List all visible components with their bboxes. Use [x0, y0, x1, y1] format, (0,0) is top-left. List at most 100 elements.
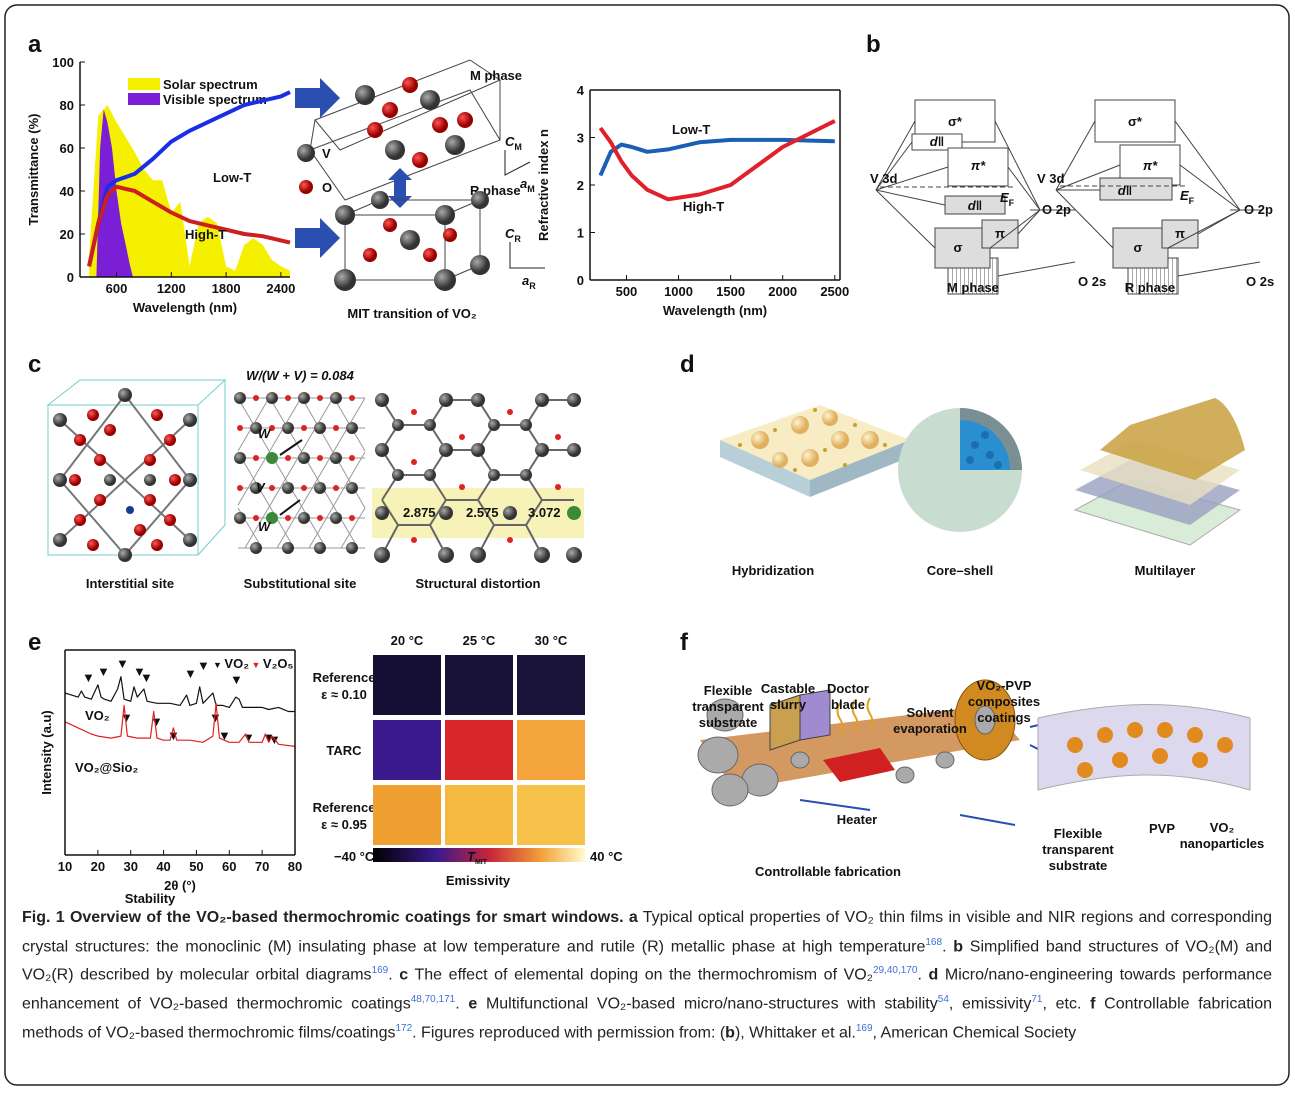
- atom-label: V: [256, 480, 266, 495]
- label: evaporation: [893, 721, 967, 736]
- x-tick-label: 2000: [768, 284, 797, 299]
- label: VO₂: [1210, 820, 1235, 835]
- reference[interactable]: 54: [938, 994, 949, 1005]
- y-tick-label: 20: [60, 227, 74, 242]
- y-tick-label: 40: [60, 184, 74, 199]
- orbital: dǁ: [1118, 183, 1132, 198]
- caption-text: ), Whittaker et al.: [735, 1024, 856, 1041]
- svg-text:▼: ▼: [230, 672, 243, 687]
- y-tick-label: 0: [67, 270, 74, 285]
- orbital: σ: [954, 240, 963, 255]
- reference[interactable]: 169: [372, 965, 389, 976]
- reference[interactable]: 169: [856, 1023, 873, 1034]
- sub-caption: Stability: [125, 891, 176, 906]
- label: Heater: [837, 812, 877, 827]
- subscript: F: [1189, 196, 1195, 206]
- row-label: Reference: [313, 670, 376, 685]
- line: [600, 121, 834, 199]
- panel-label: a: [28, 31, 42, 58]
- reference[interactable]: 168: [925, 937, 942, 948]
- orbital: O 2s: [1246, 274, 1274, 289]
- panel-label: c: [28, 351, 41, 378]
- colorbar-label: −40 °C: [334, 849, 375, 864]
- svg-text:▼: ▼: [116, 656, 129, 671]
- series-label: Low-T: [672, 122, 710, 137]
- y-tick-label: 80: [60, 98, 74, 113]
- bond-length: 3.072: [528, 505, 561, 520]
- y-tick-label: 100: [52, 55, 74, 70]
- x-tick-label: 70: [255, 859, 269, 874]
- column-header: 20 °C: [391, 633, 424, 648]
- legend-entry: Solar spectrum: [163, 77, 258, 92]
- axes-icon: [505, 150, 530, 175]
- label: transparent: [692, 699, 764, 714]
- x-axis-label: Wavelength (nm): [133, 300, 237, 315]
- sub-caption: Interstitial site: [86, 576, 174, 591]
- band-diagram-r: [1056, 100, 1262, 294]
- caption-text: . Figures reproduced with permission fro…: [412, 1024, 725, 1041]
- caption-text: .: [917, 967, 928, 984]
- hybridization-icon: [720, 405, 910, 497]
- line: [65, 677, 295, 712]
- figure: a b c d e f M phase CM aM R phase V O CR…: [0, 0, 1295, 1092]
- reference[interactable]: 48,70,171: [411, 994, 456, 1005]
- series-label: High-T: [185, 227, 226, 242]
- svg-text:▼: ▼: [140, 670, 153, 685]
- phase-label: M phase: [947, 280, 999, 295]
- crystal-r: [334, 191, 490, 291]
- row-label: ε ≈ 0.95: [321, 817, 367, 832]
- line: [600, 140, 834, 176]
- thermal-image: [445, 785, 513, 845]
- subscript: M: [527, 184, 535, 194]
- y-axis-label: Transmittance (%): [26, 114, 41, 226]
- band-diagram-m: [876, 100, 1075, 294]
- svg-text:▼: ▼: [82, 670, 95, 685]
- y-tick-label: 60: [60, 141, 74, 156]
- marker: ▼: [213, 660, 224, 670]
- orbital: π: [995, 226, 1005, 241]
- x-tick-label: 1200: [157, 281, 186, 296]
- reference[interactable]: 172: [395, 1023, 412, 1034]
- caption-text: a: [624, 909, 638, 926]
- bond-length: 2.875: [403, 505, 436, 520]
- legend-entry: V₂O₅: [263, 656, 294, 671]
- thermal-image: [517, 720, 585, 780]
- series-label: VO₂: [85, 708, 110, 723]
- axis-symbol: aM: [520, 176, 535, 194]
- marker: ▼: [249, 660, 263, 670]
- atom-key: [297, 144, 315, 162]
- orbital: V 3d: [870, 171, 898, 186]
- orbital: σ: [1134, 240, 1143, 255]
- orbital: π*: [971, 158, 986, 173]
- thermal-image: [517, 785, 585, 845]
- x-tick-label: 20: [91, 859, 105, 874]
- phase-label: M phase: [470, 68, 522, 83]
- thermal-image: [373, 655, 441, 715]
- reference[interactable]: 71: [1031, 994, 1042, 1005]
- axes-icon: [510, 242, 545, 268]
- orbital: dǁ: [968, 198, 982, 213]
- caption-text: .: [942, 938, 953, 955]
- reference[interactable]: 29,40,170: [873, 965, 918, 976]
- legend-swatch: [128, 93, 160, 105]
- symbol: a: [520, 176, 527, 191]
- x-axis-label: 2θ (°): [164, 878, 196, 893]
- caption-text: c: [399, 967, 408, 984]
- symbol: E: [1000, 190, 1009, 205]
- label: composites: [968, 694, 1040, 709]
- subscript: M: [514, 142, 522, 152]
- sub-caption: MIT transition of VO₂: [347, 306, 476, 321]
- x-tick-label: 500: [616, 284, 638, 299]
- x-tick-label: 1800: [212, 281, 241, 296]
- label: Solvent: [907, 705, 955, 720]
- sub-caption: Controllable fabrication: [755, 864, 901, 879]
- subscript: MIT: [475, 859, 488, 866]
- x-tick-label: 60: [222, 859, 236, 874]
- orbital: dǁ: [930, 134, 944, 149]
- caption-text: e: [468, 995, 477, 1012]
- bond-length: 2.575: [466, 505, 499, 520]
- caption-text: b: [953, 938, 963, 955]
- arrow: [388, 168, 412, 208]
- orbital: σ*: [948, 114, 963, 129]
- multilayer-icon: [1075, 398, 1245, 545]
